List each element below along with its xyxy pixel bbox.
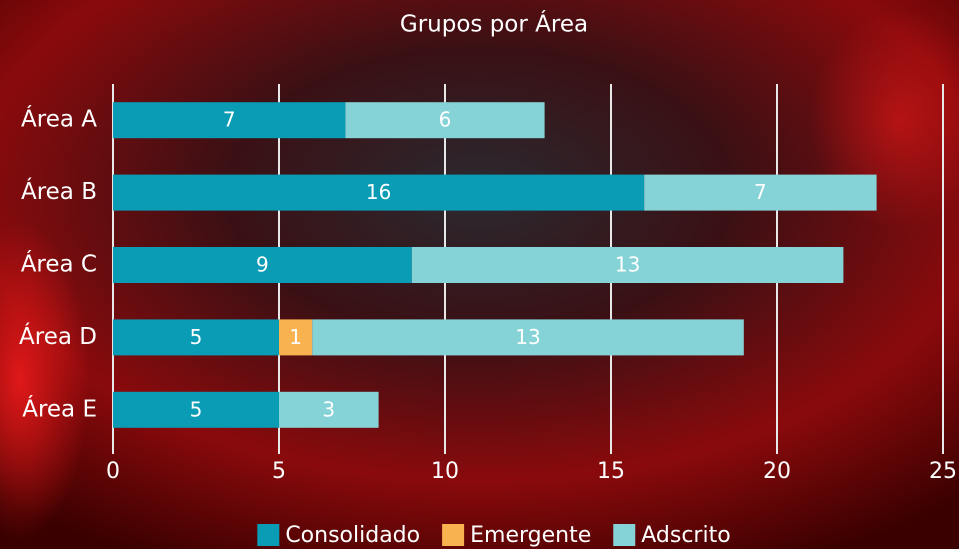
x-tick-label: 25 [929,459,957,484]
x-tick-label: 15 [597,459,625,484]
data-label: 6 [439,108,452,132]
legend-label: Emergente [470,523,591,548]
x-tick-label: 10 [431,459,459,484]
x-tick-label: 20 [763,459,791,484]
data-label: 9 [256,253,269,277]
x-tick-label: 0 [106,459,120,484]
legend-swatch [257,524,279,546]
data-label: 16 [366,180,391,204]
chart-title: Grupos por Área [400,10,588,38]
data-label: 5 [190,397,203,421]
chart: Grupos por Área 0510152025Área A76Área B… [0,0,959,549]
data-label: 7 [754,180,767,204]
y-tick-label: Área A [21,105,97,133]
x-tick-label: 5 [272,459,286,484]
legend-label: Consolidado [285,523,420,548]
y-tick-label: Área E [22,394,97,422]
data-label: 13 [615,253,640,277]
legend-swatch [613,524,635,546]
data-label: 5 [190,325,203,349]
legend-label: Adscrito [641,523,730,548]
data-label: 3 [322,397,335,421]
legend-swatch [442,524,464,546]
y-tick-label: Área B [21,177,97,205]
y-tick-label: Área D [19,322,97,350]
y-tick-label: Área C [21,250,97,278]
data-label: 13 [515,325,540,349]
data-label: 7 [223,108,236,132]
data-label: 1 [289,325,302,349]
